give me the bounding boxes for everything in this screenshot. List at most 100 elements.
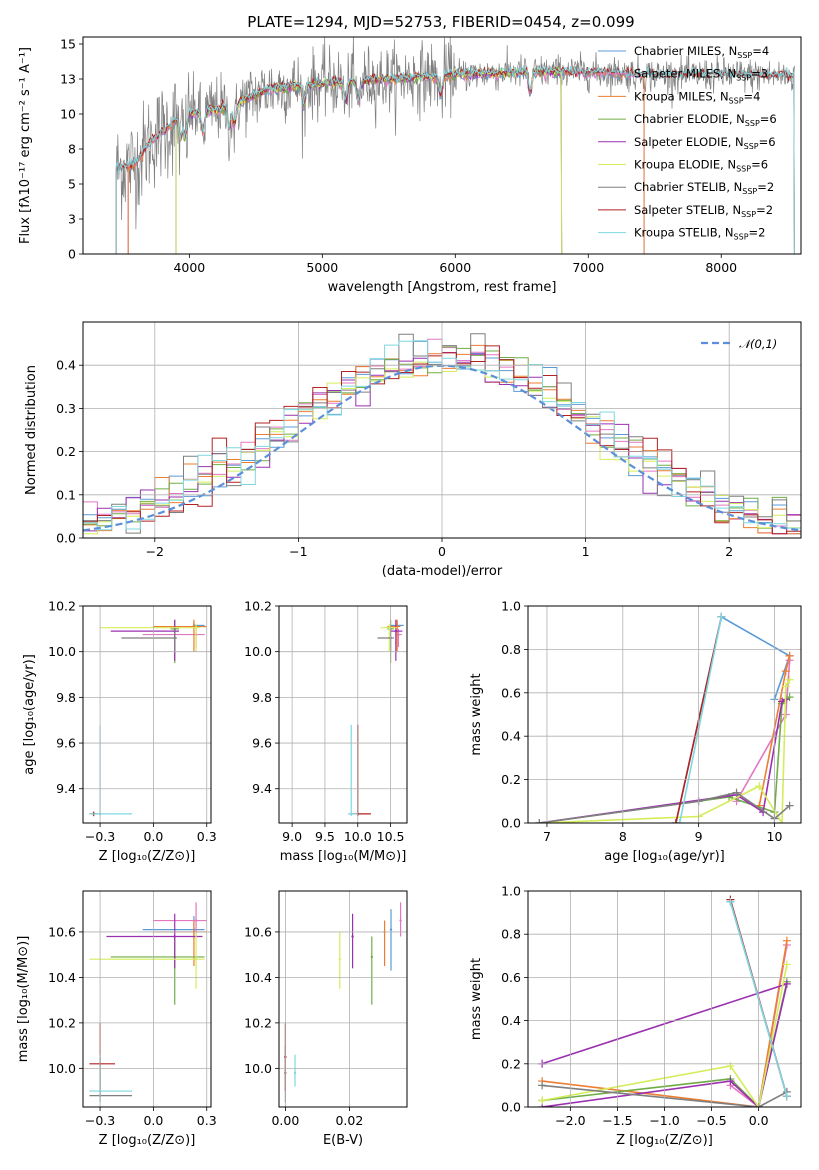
- massweight-vs-Z-axes: −2.0 −1.5 −1.0 −0.5 0.0 0.0 0.2 0.4 0.6 0.8 1.0 Z […: [469, 884, 802, 1148]
- spectrum-xtick-label: 7000: [572, 260, 604, 275]
- mass-vs-EBV-xlabel: E(B-V): [323, 1133, 363, 1148]
- mass-vs-EBV-xtick-label: 0.00: [271, 1113, 299, 1128]
- residual-histogram-ytick-label: 0.0: [56, 531, 76, 546]
- massweight-vs-Z-ytick-label: 0.8: [501, 927, 521, 942]
- data-point: [351, 935, 354, 938]
- massweight-vs-Z-ytick-label: 0.0: [501, 1100, 521, 1115]
- age-vs-mass-ytick-label: 9.4: [252, 781, 272, 796]
- massweight-vs-age-xlabel: age [log₁₀(age/yr)]: [604, 849, 725, 864]
- massweight-vs-age-ytick-label: 0.6: [501, 685, 521, 700]
- legend-subscript: SSP: [734, 233, 749, 242]
- age-vs-Z-ytick-label: 9.6: [56, 736, 76, 751]
- point-marker: [726, 897, 735, 906]
- data-point: [338, 958, 341, 961]
- massweight-vs-Z-ytick-label: 0.2: [501, 1056, 521, 1071]
- data-point: [394, 629, 398, 633]
- data-point: [194, 958, 198, 961]
- age-vs-Z-xlabel: Z [log₁₀(Z/Z⊙)]: [99, 849, 196, 864]
- age-vs-Z-ytick-label: 10.0: [48, 644, 76, 659]
- massweight-vs-Z-xtick-label: −1.0: [649, 1113, 679, 1128]
- point-marker: [675, 819, 684, 823]
- legend-model-name: Chabrier MILES, N: [634, 44, 737, 58]
- age-vs-Z-frame: [82, 605, 212, 824]
- mass-vs-Z-ylabel: mass [log₁₀(M/M⊙)]: [16, 936, 31, 1063]
- point-marker: [671, 819, 680, 823]
- age-vs-Z-xtick-label: 0.0: [143, 829, 163, 844]
- massweight-vs-Z-xlabel: Z [log₁₀(Z/Z⊙)]: [616, 1133, 713, 1148]
- age-vs-mass-ytick-label: 10.0: [244, 644, 272, 659]
- legend-entry-label: Kroupa ELODIE, NSSP=6: [634, 158, 768, 174]
- massweight-vs-age-ytick-label: 0.2: [501, 772, 521, 787]
- point-marker: [717, 612, 726, 621]
- age-vs-mass-xtick-label: 10.5: [377, 829, 405, 844]
- point-marker: [732, 788, 741, 797]
- legend-nssp: =3: [751, 67, 768, 81]
- spectrum-axes: 4000 5000 6000 7000 8000 0 3 5 8 10 13 15 wavelength…: [18, 36, 802, 295]
- legend-entry-label: Kroupa MILES, NSSP=4: [634, 89, 760, 105]
- point-marker: [726, 1061, 735, 1070]
- age-vs-Z-xtick-label: 0.3: [197, 829, 217, 844]
- series-line: [678, 616, 723, 823]
- age-vs-mass-axes: 9.0 9.5 10.0 10.5 9.4 9.6 9.8 10.0 10.2 mass [log…: [244, 599, 408, 864]
- legend-model-name: Salpeter STELIB, N: [634, 203, 741, 217]
- point-marker: [781, 667, 790, 676]
- legend-nssp: =6: [759, 135, 776, 149]
- spectrum-xlabel: wavelength [Angstrom, rest frame]: [328, 280, 557, 295]
- data-point: [350, 812, 353, 816]
- mass-vs-EBV-ytick-label: 10.2: [244, 1015, 272, 1030]
- spectrum-ytick-label: 8: [68, 142, 76, 157]
- spectrum-model-line: [175, 67, 563, 254]
- spectrum-ytick-label: 5: [68, 177, 76, 192]
- massweight-vs-age-xtick-label: 8: [619, 829, 627, 844]
- series-line: [542, 940, 788, 1107]
- residual-histogram-xtick-label: 1: [582, 544, 590, 559]
- mass-vs-Z-ytick-label: 10.6: [48, 924, 76, 939]
- mass-vs-EBV-ytick-label: 10.6: [244, 924, 272, 939]
- residual-histogram-xlabel: (data-model)/error: [382, 564, 503, 579]
- massweight-vs-Z-ytick-label: 0.4: [501, 1013, 521, 1028]
- age-vs-Z-axes: −0.3 0.0 0.3 9.4 9.6 9.8 10.0 10.2 Z [log₁₀(Z/Z⊙…: [22, 599, 217, 865]
- legend-subscript: SSP: [737, 51, 752, 60]
- massweight-vs-Z-ytick-label: 0.6: [501, 970, 521, 985]
- point-marker: [785, 651, 794, 660]
- massweight-vs-Z-xtick-label: 0.0: [749, 1113, 769, 1128]
- legend-entry-label: Salpeter MILES, NSSP=3: [634, 67, 768, 83]
- legend-model-name: Kroupa ELODIE, N: [634, 158, 736, 172]
- data-point: [370, 955, 373, 959]
- age-vs-mass-xtick-label: 9.5: [315, 829, 335, 844]
- residual-histogram-xtick-label: 0: [438, 544, 446, 559]
- mass-vs-Z-xtick-label: 0.0: [143, 1113, 163, 1128]
- series-line: [541, 982, 788, 1107]
- legend-entry-label: Salpeter ELODIE, NSSP=6: [634, 135, 776, 151]
- spectrum-plot-area: [115, 37, 795, 254]
- massweight-vs-age-xtick-label: 9: [695, 829, 703, 844]
- point-marker: [778, 819, 787, 823]
- point-marker: [785, 801, 794, 810]
- point-marker: [782, 1092, 791, 1101]
- legend-model-name: Salpeter ELODIE, N: [634, 135, 744, 149]
- spectrum-model-line: [175, 66, 563, 254]
- mass-vs-EBV-ytick-label: 10.0: [244, 1061, 272, 1076]
- legend-entry-label: Salpeter STELIB, NSSP=2: [634, 203, 773, 219]
- legend-subscript: SSP: [742, 187, 757, 196]
- legend-subscript: SSP: [745, 119, 760, 128]
- legend-subscript: SSP: [729, 96, 744, 105]
- spectrum-ytick-label: 10: [60, 107, 76, 122]
- age-vs-mass-xlabel: mass [log₁₀(M/M⊙)]: [280, 849, 407, 864]
- age-vs-Z-ytick-label: 9.4: [56, 781, 76, 796]
- age-vs-Z-xtick-label: −0.3: [85, 829, 115, 844]
- legend-nssp: =4: [744, 89, 761, 103]
- legend-nssp: =2: [756, 203, 773, 217]
- spectrum-ytick-label: 15: [60, 37, 76, 52]
- legend-entry-label: Chabrier ELODIE, NSSP=6: [634, 112, 777, 128]
- massweight-vs-age-ytick-label: 0.8: [501, 642, 521, 657]
- legend-model-name: Kroupa MILES, N: [634, 89, 729, 103]
- series-line: [735, 660, 791, 802]
- legend-model-name: Chabrier STELIB, N: [634, 180, 742, 194]
- legend-nssp: =4: [752, 44, 769, 58]
- point-marker: [538, 1081, 547, 1090]
- mass-vs-Z-xtick-label: 0.3: [197, 1113, 217, 1128]
- mass-vs-Z-frame: [82, 890, 212, 1108]
- spectrum-model-line: [175, 66, 563, 254]
- massweight-vs-age-ylabel: mass weight: [469, 673, 484, 755]
